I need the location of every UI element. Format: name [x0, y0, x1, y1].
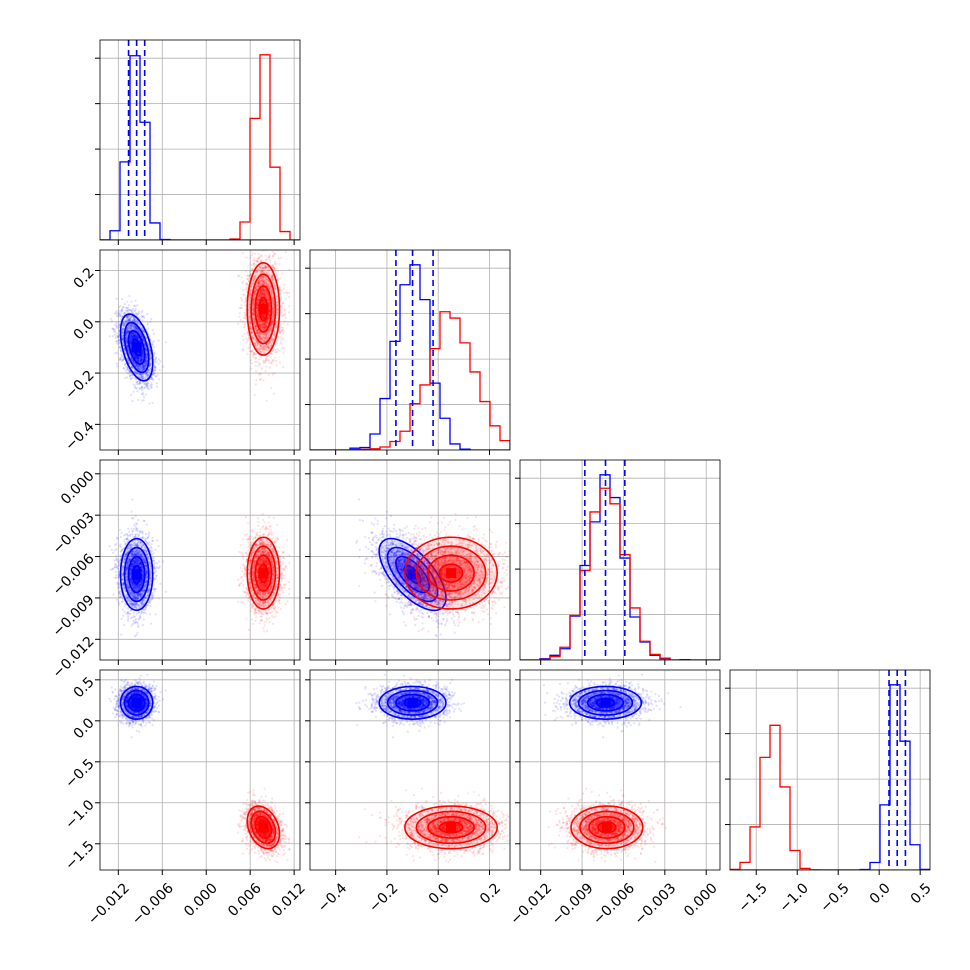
y-tick-label: −1.0 — [62, 797, 97, 832]
contours-series-0 — [119, 537, 154, 612]
panel-frame — [729, 669, 931, 871]
grid — [520, 460, 720, 660]
histogram-series-1 — [520, 487, 720, 660]
panel-frame — [309, 459, 511, 661]
density-peak — [600, 697, 611, 708]
panel-p3-vs-p2 — [305, 459, 511, 665]
panel-p4-vs-p2: −0.4 −0.2 0.0 0.2 — [305, 669, 511, 916]
panel-frame — [99, 39, 301, 241]
y-tick-label: −0.006 — [50, 551, 98, 599]
y-tick-label: 0.5 — [71, 674, 98, 701]
grid — [520, 670, 720, 870]
x-tick-label: 0.5 — [908, 880, 935, 907]
y-tick-label: −1.5 — [62, 838, 97, 873]
x-tick-label: −1.5 — [735, 880, 770, 915]
panel-frame — [309, 669, 511, 871]
contours-series-1 — [246, 536, 281, 610]
panel-frame — [309, 249, 511, 451]
y-tick-label: −0.009 — [50, 592, 98, 640]
density-peak — [131, 342, 142, 353]
x-tick-label: −1.0 — [776, 880, 811, 915]
panel-p4-vs-p4: −1.5 −1.0 −0.5 0.0 0.5 — [725, 669, 935, 916]
grid — [310, 250, 510, 450]
grid — [310, 460, 510, 660]
grid — [100, 460, 300, 660]
grid — [100, 40, 300, 240]
histogram-series-1 — [100, 54, 300, 240]
contours-series-0 — [119, 685, 154, 720]
scatter-series-1 — [358, 512, 510, 633]
density-peak — [407, 697, 418, 708]
x-tick-label: 0.000 — [181, 880, 221, 920]
density-peak — [258, 822, 269, 833]
density-peak — [407, 569, 418, 580]
contours-series-1 — [246, 262, 281, 356]
x-tick-label: −0.006 — [590, 880, 638, 928]
y-tick-label: 0.0 — [71, 316, 98, 343]
contours-series-0 — [378, 685, 447, 720]
x-tick-label: 0.2 — [477, 880, 504, 907]
y-tick-label: 0.000 — [58, 468, 98, 508]
x-tick-label: −0.012 — [85, 880, 133, 928]
density-peak — [131, 569, 142, 580]
density-peak — [258, 568, 269, 579]
contours-series-1 — [570, 805, 644, 850]
x-tick-label: 0.0 — [426, 880, 453, 907]
density-peak — [258, 303, 269, 314]
panel-p1-vs-p1 — [95, 39, 301, 245]
x-tick-label: 0.006 — [225, 880, 265, 920]
x-tick-label: 0.0 — [867, 880, 894, 907]
y-tick-label: −0.5 — [62, 756, 97, 791]
density-peak — [446, 568, 457, 579]
y-tick-label: −0.2 — [62, 367, 97, 402]
x-tick-label: −0.2 — [366, 880, 401, 915]
density-peak — [131, 697, 142, 708]
y-tick-label: −0.003 — [50, 510, 98, 558]
density-peak — [601, 822, 612, 833]
histogram-series-0 — [310, 264, 510, 450]
x-tick-label: −0.006 — [129, 880, 177, 928]
y-tick-label: −0.012 — [50, 634, 98, 682]
contours-series-0 — [568, 685, 643, 720]
panel-p2-vs-p1: −0.4 −0.2 0.0 0.2 — [62, 249, 301, 455]
panel-frame — [99, 459, 301, 661]
contours-series-1 — [404, 805, 498, 850]
panel-p2-vs-p2 — [305, 249, 511, 455]
contours-series-0 — [119, 313, 154, 382]
panel-frame — [519, 669, 721, 871]
y-tick-label: 0.0 — [71, 715, 98, 742]
histogram-series-0 — [520, 474, 720, 660]
panel-frame — [99, 669, 301, 871]
panel-frame — [99, 249, 301, 451]
contours-series-1 — [404, 536, 498, 610]
y-tick-label: 0.2 — [71, 265, 98, 292]
density-peak — [446, 822, 457, 833]
x-tick-label: −0.5 — [817, 880, 852, 915]
contours-series-1 — [246, 805, 281, 850]
x-tick-label: 0.000 — [681, 880, 721, 920]
x-tick-label: −0.003 — [631, 880, 679, 928]
histogram-series-1 — [310, 311, 510, 450]
panel-frame — [519, 459, 721, 661]
histogram-series-1 — [730, 724, 930, 870]
x-tick-label: −0.012 — [507, 880, 555, 928]
panel-p3-vs-p3 — [515, 459, 721, 665]
x-tick-label: 0.012 — [269, 880, 309, 920]
y-tick-label: −0.4 — [62, 419, 97, 454]
panel-p4-vs-p1: −0.012−0.006 0.000 0.006 0.012 −1.5 −1.0 −0.5 0… — [62, 669, 309, 928]
panel-p4-vs-p3: −0.012−0.009−0.006−0.003 0.000 — [507, 669, 721, 928]
contours-series-0 — [378, 537, 447, 612]
x-tick-label: −0.4 — [315, 880, 350, 915]
x-tick-label: −0.009 — [549, 880, 597, 928]
